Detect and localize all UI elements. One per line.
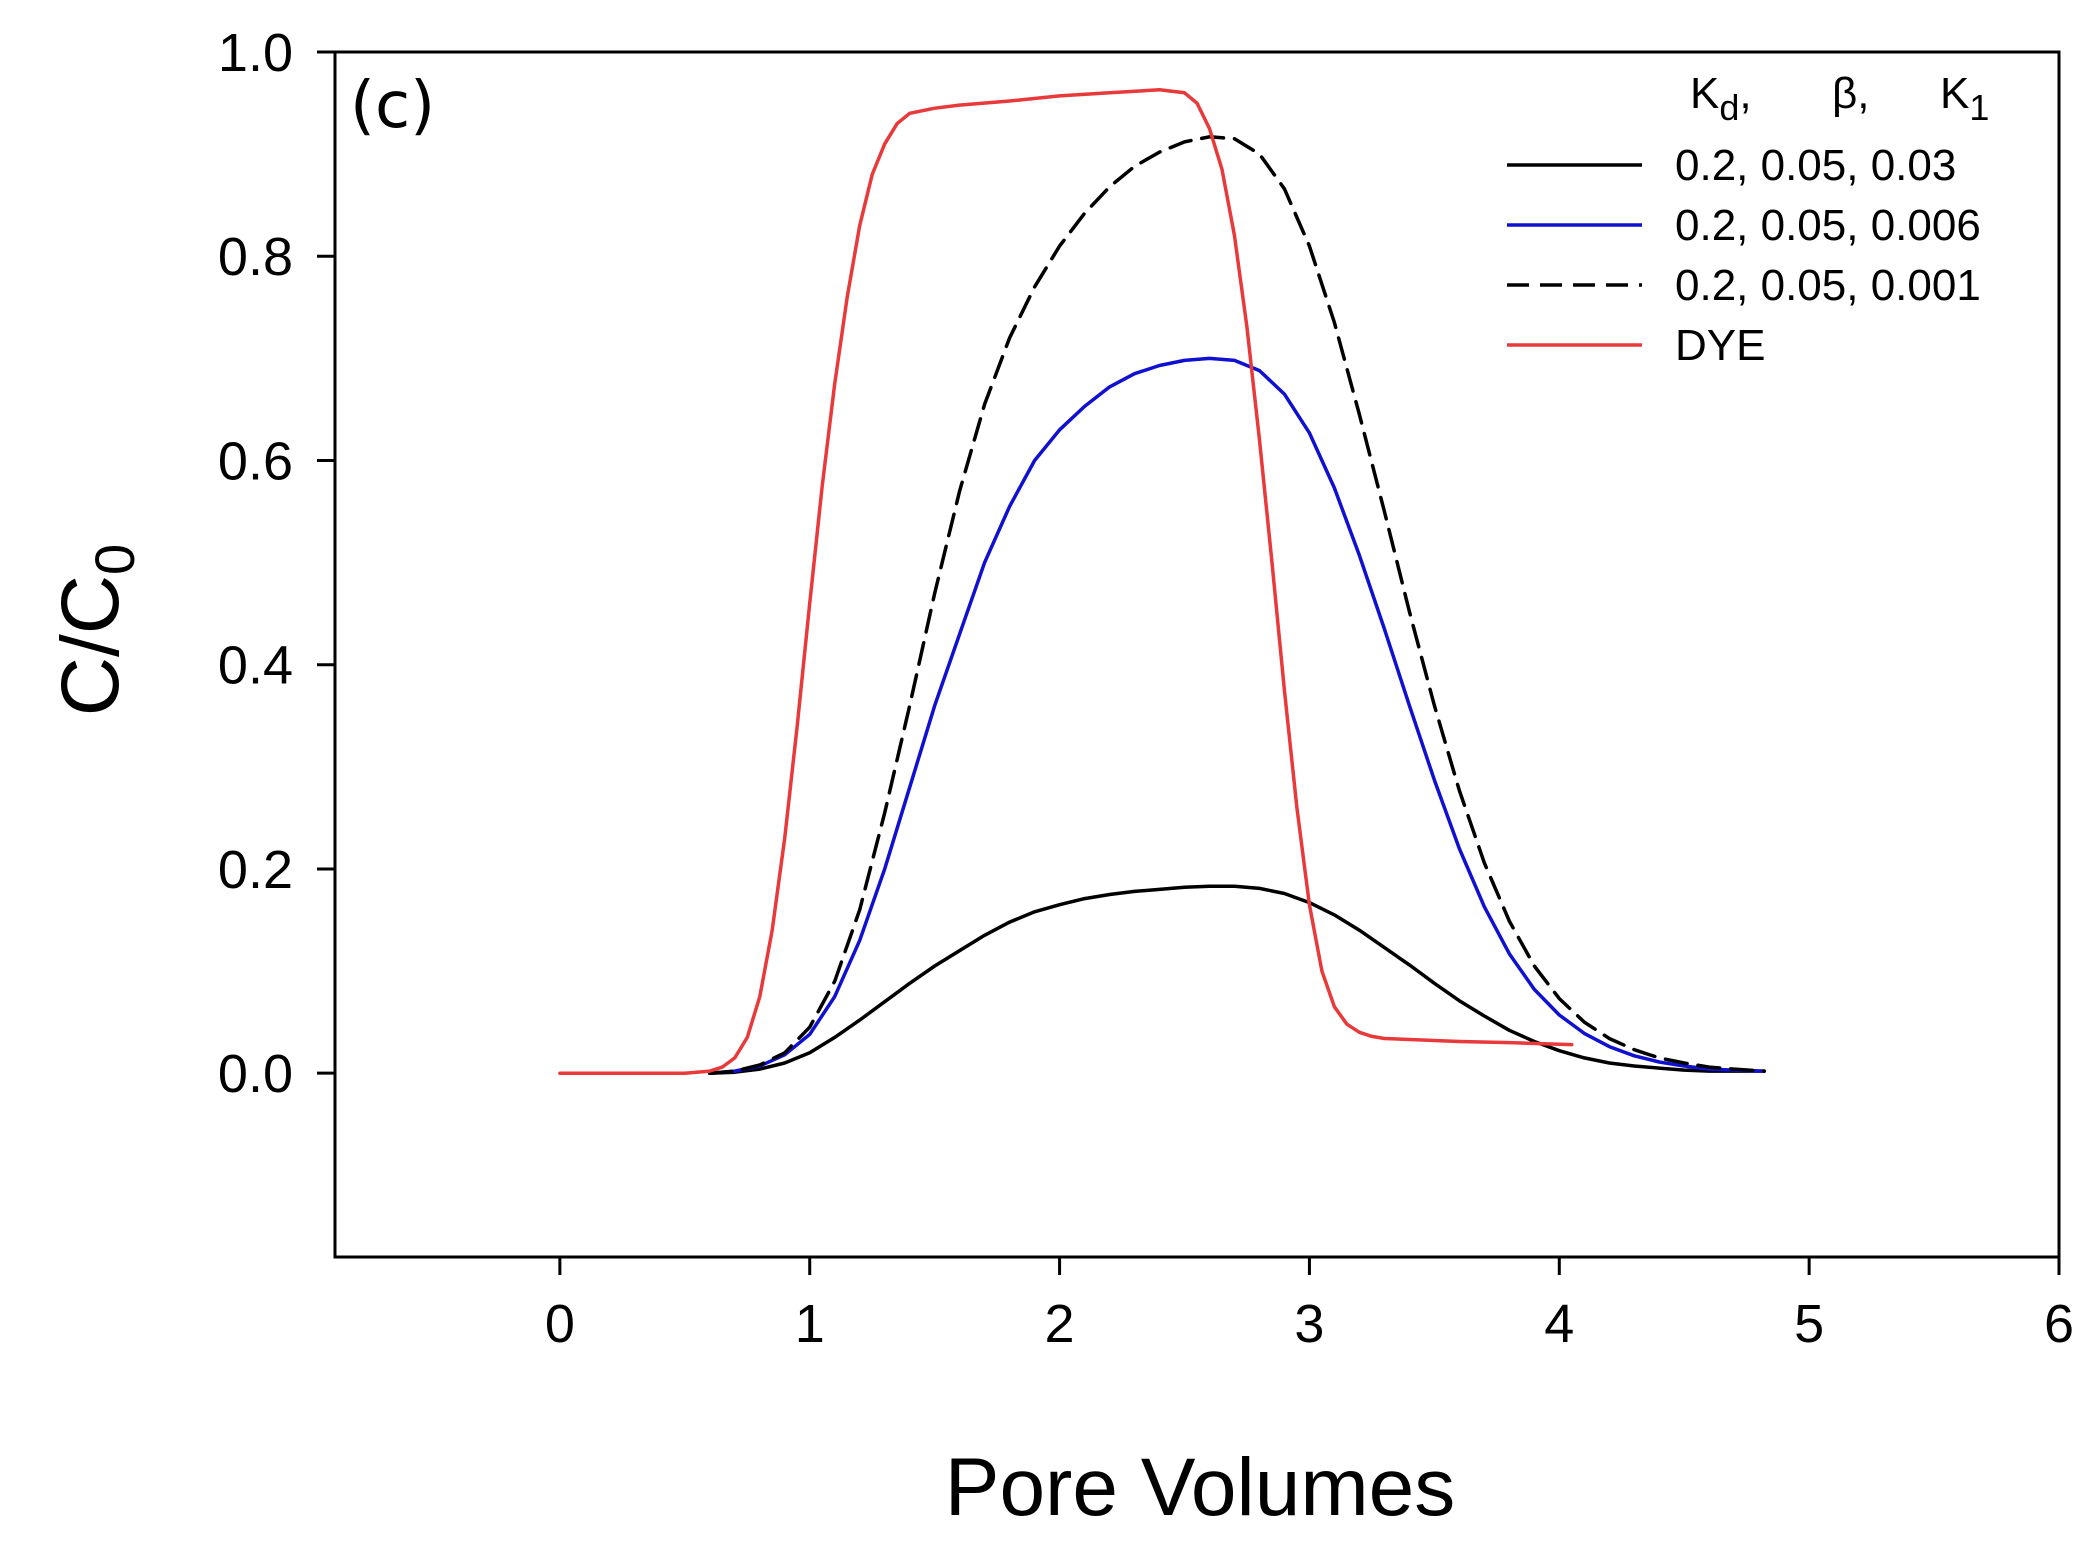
x-tick-label: 1 — [795, 1294, 825, 1354]
x-tick-label: 3 — [1294, 1294, 1324, 1354]
x-tick-label: 5 — [1794, 1294, 1824, 1354]
legend-header-k1: K — [1940, 69, 1969, 118]
legend-label-2: 0.2, 0.05, 0.006 — [1675, 201, 1981, 250]
x-tick-label: 4 — [1544, 1294, 1574, 1354]
y-tick-label: 0.4 — [218, 636, 293, 696]
svg-text:Kd, β, K1: Kd, β, K1 — [1690, 69, 1989, 128]
y-tick-label: 0.0 — [218, 1044, 293, 1104]
svg-text:C/C0: C/C0 — [45, 544, 146, 716]
y-tick-label: 0.2 — [218, 840, 293, 900]
x-axis-title: Pore Volumes — [945, 1442, 1456, 1533]
series-line-4 — [558, 88, 1574, 1075]
series-line-3 — [708, 135, 1766, 1075]
legend-label-3: 0.2, 0.05, 0.001 — [1675, 261, 1981, 310]
legend-header-k1-sub: 1 — [1969, 87, 1989, 128]
x-axis: 0 1 2 3 4 5 6 — [545, 1257, 2074, 1354]
y-tick-label: 1.0 — [218, 23, 293, 83]
y-axis-title-main: C/C — [45, 575, 136, 716]
plot-frame — [333, 50, 2061, 1259]
legend-header-kd-comma: , — [1739, 69, 1751, 118]
x-tick-label: 0 — [545, 1294, 575, 1354]
legend-label-4: DYE — [1675, 321, 1765, 370]
y-axis-title: C/C0 — [45, 544, 146, 716]
legend-header-kd: K — [1690, 69, 1719, 118]
series-layer — [558, 88, 1766, 1075]
series-line-2 — [708, 356, 1766, 1075]
x-tick-label: 6 — [2044, 1294, 2074, 1354]
y-axis: 0.0 0.2 0.4 0.6 0.8 1.0 — [218, 23, 335, 1104]
legend: Kd, β, K1 0.2, 0.05, 0.030.2, 0.05, 0.00… — [1507, 69, 1989, 370]
legend-header-kd-sub: d — [1719, 87, 1739, 128]
x-tick-label: 2 — [1045, 1294, 1075, 1354]
panel-label: (c) — [350, 69, 435, 143]
y-tick-label: 0.8 — [218, 227, 293, 287]
legend-entries: 0.2, 0.05, 0.03 0.2, 0.05, 0.006 0.2, 0.05… — [1507, 141, 1981, 370]
legend-header-beta: β, — [1832, 69, 1870, 118]
y-axis-title-sub: 0 — [83, 544, 146, 575]
legend-label-1: 0.2, 0.05, 0.03 — [1675, 141, 1956, 190]
series-line-1 — [708, 884, 1766, 1075]
y-tick-label: 0.6 — [218, 431, 293, 491]
